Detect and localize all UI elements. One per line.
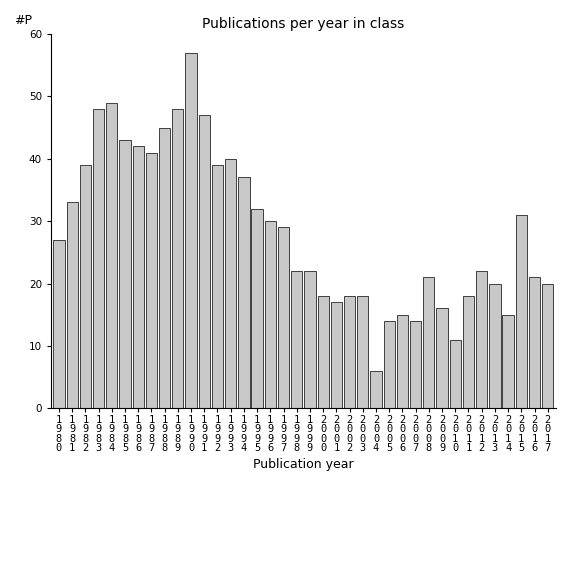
Bar (93, 109, 104, 408)
Bar (238, 177, 249, 408)
Bar (252, 209, 263, 408)
Bar (529, 277, 540, 408)
Bar (265, 221, 276, 408)
Bar (410, 321, 421, 408)
Bar (516, 215, 527, 408)
Bar (450, 340, 461, 408)
Bar (212, 165, 223, 408)
Bar (120, 140, 130, 408)
Bar (304, 271, 316, 408)
Bar (66, 202, 78, 408)
Bar (542, 284, 553, 408)
Bar (370, 371, 382, 408)
Bar (476, 271, 487, 408)
Bar (397, 315, 408, 408)
Bar (159, 128, 170, 408)
Bar (106, 103, 117, 408)
Bar (133, 146, 144, 408)
Title: Publications per year in class: Publications per year in class (202, 18, 404, 31)
Y-axis label: #P: #P (14, 14, 32, 27)
Bar (80, 165, 91, 408)
Bar (278, 227, 289, 408)
Bar (225, 159, 236, 408)
Bar (185, 53, 197, 408)
Bar (437, 308, 448, 408)
Bar (172, 109, 184, 408)
Bar (318, 296, 329, 408)
Bar (489, 284, 501, 408)
Bar (357, 296, 369, 408)
Bar (344, 296, 355, 408)
Bar (384, 321, 395, 408)
Bar (146, 153, 157, 408)
Bar (502, 315, 514, 408)
Bar (53, 240, 65, 408)
Bar (198, 115, 210, 408)
X-axis label: Publication year: Publication year (253, 458, 354, 471)
Bar (423, 277, 434, 408)
Bar (331, 302, 342, 408)
Bar (291, 271, 302, 408)
Bar (463, 296, 474, 408)
